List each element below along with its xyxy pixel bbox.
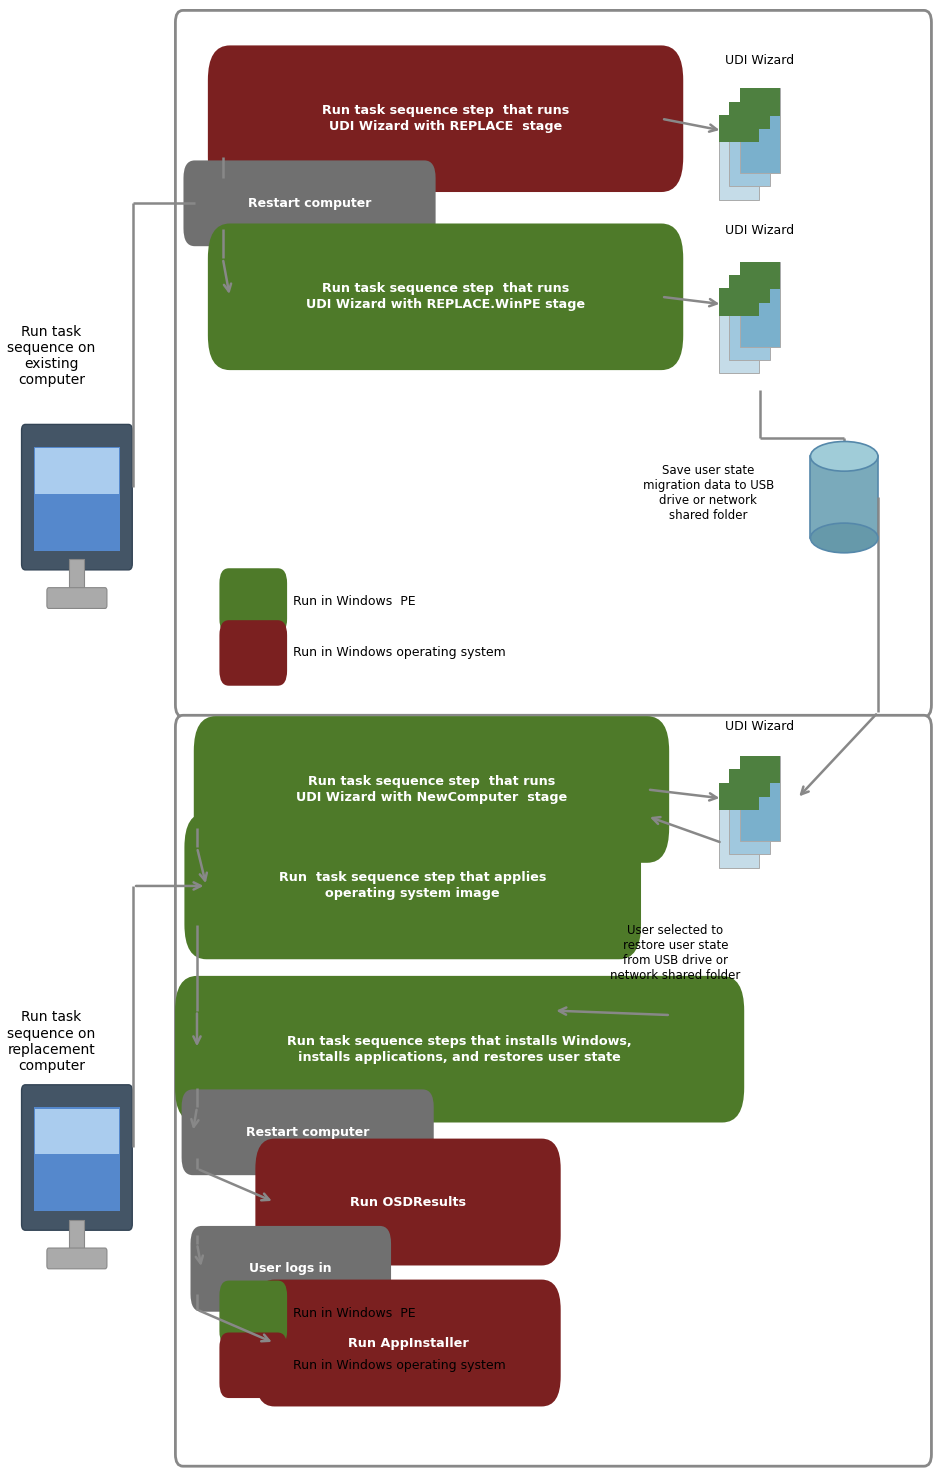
Text: Run OSDResults: Run OSDResults (350, 1196, 466, 1208)
FancyBboxPatch shape (740, 261, 779, 347)
Ellipse shape (810, 442, 878, 470)
FancyBboxPatch shape (185, 813, 641, 959)
FancyBboxPatch shape (730, 769, 769, 797)
Text: Run AppInstaller: Run AppInstaller (348, 1337, 468, 1349)
FancyBboxPatch shape (730, 769, 769, 855)
Text: UDI Wizard: UDI Wizard (725, 720, 794, 733)
FancyBboxPatch shape (730, 101, 769, 187)
Text: Save user state
migration data to USB
drive or network
shared folder: Save user state migration data to USB dr… (643, 463, 774, 522)
FancyBboxPatch shape (208, 224, 683, 370)
FancyBboxPatch shape (194, 717, 669, 862)
Text: UDI Wizard: UDI Wizard (725, 53, 794, 67)
Text: UDI Wizard: UDI Wizard (725, 224, 794, 237)
FancyBboxPatch shape (182, 1089, 433, 1175)
Text: Run task
sequence on
replacement
computer: Run task sequence on replacement compute… (8, 1011, 96, 1073)
FancyBboxPatch shape (255, 1279, 561, 1407)
FancyBboxPatch shape (175, 715, 931, 1466)
FancyBboxPatch shape (190, 1226, 391, 1312)
FancyBboxPatch shape (719, 288, 759, 374)
FancyBboxPatch shape (34, 447, 120, 551)
Text: Run task sequence step  that runs
UDI Wizard with REPLACE  stage: Run task sequence step that runs UDI Wiz… (322, 104, 569, 134)
Text: Run task sequence step  that runs
UDI Wizard with NewComputer  stage: Run task sequence step that runs UDI Wiz… (295, 775, 567, 804)
Text: User selected to
restore user state
from USB drive or
network shared folder: User selected to restore user state from… (611, 923, 740, 982)
FancyBboxPatch shape (184, 160, 435, 246)
FancyBboxPatch shape (34, 1107, 120, 1211)
FancyBboxPatch shape (719, 782, 759, 868)
Text: Restart computer: Restart computer (246, 1126, 370, 1138)
FancyBboxPatch shape (740, 88, 779, 116)
FancyBboxPatch shape (740, 88, 779, 174)
FancyBboxPatch shape (730, 101, 769, 129)
FancyBboxPatch shape (47, 588, 107, 608)
Ellipse shape (810, 522, 878, 552)
FancyBboxPatch shape (740, 755, 779, 841)
FancyBboxPatch shape (219, 568, 287, 634)
FancyBboxPatch shape (175, 976, 744, 1122)
FancyBboxPatch shape (47, 1248, 107, 1269)
Text: Restart computer: Restart computer (248, 197, 371, 209)
Text: Run task sequence steps that installs Windows,
installs applications, and restor: Run task sequence steps that installs Wi… (287, 1034, 632, 1064)
Text: User logs in: User logs in (250, 1263, 332, 1275)
FancyBboxPatch shape (35, 448, 119, 494)
FancyBboxPatch shape (730, 275, 769, 303)
Text: Run in Windows  PE: Run in Windows PE (293, 595, 416, 607)
FancyBboxPatch shape (219, 1333, 287, 1398)
FancyBboxPatch shape (219, 1281, 287, 1346)
FancyBboxPatch shape (810, 456, 878, 537)
FancyBboxPatch shape (719, 288, 759, 316)
FancyBboxPatch shape (208, 46, 683, 191)
Text: Run in Windows  PE: Run in Windows PE (293, 1307, 416, 1319)
FancyBboxPatch shape (719, 114, 759, 142)
FancyBboxPatch shape (175, 10, 931, 717)
Text: Run in Windows operating system: Run in Windows operating system (293, 1359, 506, 1371)
FancyBboxPatch shape (22, 424, 132, 570)
FancyBboxPatch shape (255, 1138, 561, 1266)
Text: Run task sequence step  that runs
UDI Wizard with REPLACE.WinPE stage: Run task sequence step that runs UDI Wiz… (306, 282, 585, 312)
FancyBboxPatch shape (69, 1220, 84, 1257)
FancyBboxPatch shape (35, 1109, 119, 1155)
FancyBboxPatch shape (69, 559, 84, 597)
Text: Run in Windows operating system: Run in Windows operating system (293, 647, 506, 659)
FancyBboxPatch shape (730, 275, 769, 361)
FancyBboxPatch shape (740, 261, 779, 289)
FancyBboxPatch shape (740, 755, 779, 784)
FancyBboxPatch shape (22, 1085, 132, 1230)
FancyBboxPatch shape (219, 620, 287, 686)
Text: Run  task sequence step that applies
operating system image: Run task sequence step that applies oper… (279, 871, 547, 901)
FancyBboxPatch shape (719, 114, 759, 200)
Text: Run task
sequence on
existing
computer: Run task sequence on existing computer (8, 325, 96, 387)
FancyBboxPatch shape (719, 782, 759, 810)
